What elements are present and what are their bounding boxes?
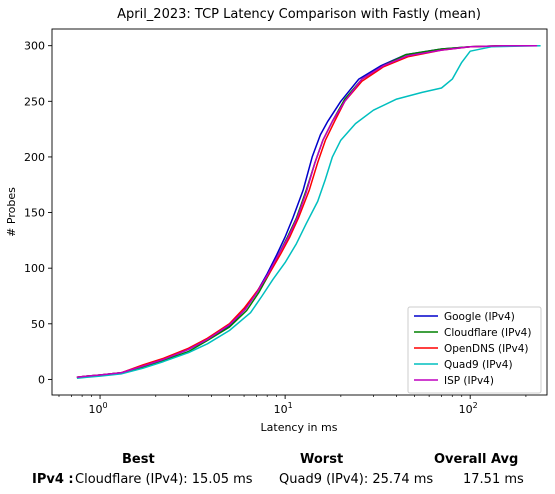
best-value: Cloudflare (IPv4): 15.05 ms	[75, 472, 253, 487]
legend-label-2: OpenDNS (IPv4)	[444, 343, 529, 355]
legend-label-4: ISP (IPv4)	[444, 375, 494, 387]
y-tick-label-1: 50	[31, 318, 45, 331]
best-header: Best	[122, 452, 155, 467]
y-tick-label-2: 100	[24, 262, 45, 275]
legend-label-1: Cloudflare (IPv4)	[444, 327, 531, 339]
y-tick-label-3: 150	[24, 207, 45, 220]
y-tick-label-5: 250	[24, 95, 45, 108]
x-axis-label: Latency in ms	[261, 421, 338, 434]
y-tick-label-4: 200	[24, 151, 45, 164]
legend-label-0: Google (IPv4)	[444, 311, 515, 323]
x-tick-label-2: 102	[459, 401, 478, 416]
x-tick-label-0: 100	[89, 401, 108, 416]
x-tick-label-1: 101	[274, 401, 293, 416]
series-line-2	[76, 44, 538, 378]
overall-avg-header: Overall Avg	[434, 452, 519, 467]
overall-avg-value: 17.51 ms	[463, 472, 524, 487]
y-tick-label-0: 0	[38, 373, 45, 386]
ipv4-row-label: IPv4 :	[32, 472, 74, 487]
legend-box	[407, 306, 542, 394]
y-tick-label-6: 300	[24, 40, 45, 53]
chart-title: April_2023: TCP Latency Comparison with …	[117, 7, 481, 22]
plot-frame	[51, 28, 548, 396]
series-line-4	[76, 44, 538, 378]
worst-header: Worst	[300, 452, 344, 467]
y-axis-label: # Probes	[5, 187, 18, 237]
series-line-3	[76, 44, 541, 380]
worst-value: Quad9 (IPv4): 25.74 ms	[279, 472, 434, 487]
legend: Google (IPv4) Cloudflare (IPv4) OpenDNS (I…	[407, 306, 542, 394]
legend-label-3: Quad9 (IPv4)	[444, 359, 513, 371]
